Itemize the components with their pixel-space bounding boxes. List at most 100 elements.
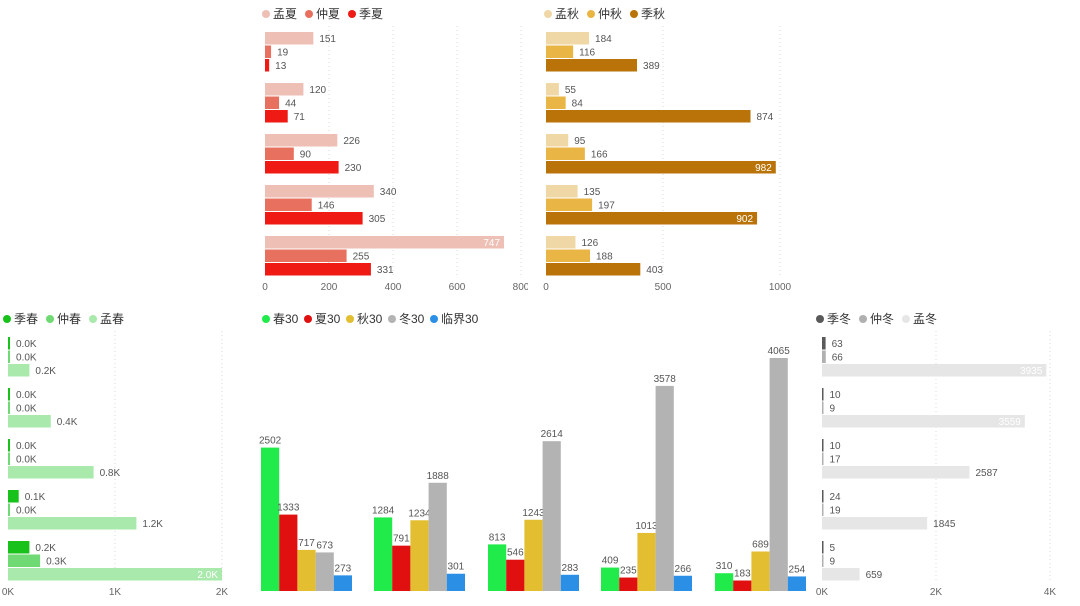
bar-winter-0-1 (822, 388, 824, 401)
bar-summer-1-2 (265, 147, 294, 160)
legend-swatch-winter-2 (902, 315, 910, 323)
data-label-summer-2-1: 71 (294, 112, 306, 123)
bar-winter-2-3 (822, 517, 928, 530)
bar-winter-0-2 (822, 439, 824, 452)
x-tick-label-summer-0: 0 (262, 282, 268, 293)
data-label-thirty-1-0: 1333 (277, 503, 300, 514)
x-tick-label-spring-2: 2K (216, 587, 229, 598)
data-label-summer-0-0: 151 (319, 34, 336, 45)
legend-swatch-winter-0 (816, 315, 824, 323)
data-label-spring-1-2: 0.0K (16, 454, 37, 465)
bar-spring-1-2 (8, 452, 10, 465)
legend-swatch-thirty-3 (388, 315, 396, 323)
bar-winter-2-4 (822, 568, 860, 581)
data-label-autumn-2-4: 403 (646, 265, 663, 276)
bar-spring-2-1 (8, 415, 51, 428)
bar-winter-2-2 (822, 466, 970, 479)
data-label-autumn-1-0: 116 (579, 47, 595, 58)
data-label-spring-0-2: 0.0K (16, 441, 37, 452)
bar-thirty-4-1 (446, 573, 465, 591)
legend-swatch-summer-2 (348, 10, 356, 18)
bar-winter-0-4 (822, 541, 824, 554)
chart-thirty: 春30 夏30 秋30 冬30 临界30 2502 1333 717 673 273 1284 791… (259, 311, 806, 591)
bar-thirty-3-2 (542, 441, 561, 591)
bar-thirty-4-4 (787, 576, 806, 591)
bar-autumn-1-3 (546, 198, 593, 211)
bar-spring-1-0 (8, 350, 10, 363)
data-label-summer-0-2: 226 (343, 136, 360, 147)
bar-autumn-2-4 (546, 263, 641, 276)
legend-swatch-summer-0 (262, 10, 270, 18)
data-label-winter-2-3: 1845 (933, 519, 956, 530)
bar-spring-0-3 (8, 490, 19, 503)
data-label-thirty-3-4: 4065 (768, 346, 791, 357)
bar-summer-2-1 (265, 110, 288, 123)
bar-winter-1-3 (822, 503, 824, 516)
data-label-winter-1-2: 17 (830, 454, 842, 465)
data-label-thirty-0-4: 310 (716, 561, 733, 572)
bar-spring-0-1 (8, 388, 10, 401)
data-label-spring-1-0: 0.0K (16, 352, 37, 363)
bar-winter-2-0 (822, 364, 1047, 377)
bar-autumn-2-1 (546, 110, 751, 123)
bar-spring-2-3 (8, 517, 137, 530)
data-label-autumn-2-0: 389 (643, 61, 660, 72)
bar-spring-1-1 (8, 401, 10, 414)
data-label-autumn-1-3: 197 (598, 200, 615, 211)
data-label-spring-2-2: 0.8K (100, 468, 121, 479)
data-label-autumn-2-2: 982 (755, 163, 772, 174)
legend-label-summer-1: 仲夏 (316, 7, 340, 21)
bar-spring-2-4 (8, 568, 222, 581)
x-tick-label-spring-0: 0K (2, 587, 15, 598)
legend-swatch-autumn-0 (544, 10, 552, 18)
legend-label-spring-0: 季春 (14, 312, 38, 326)
legend-label-winter-0: 季冬 (827, 311, 851, 326)
legend-label-autumn-1: 仲秋 (598, 7, 622, 21)
data-label-spring-2-0: 0.2K (35, 366, 56, 377)
legend-label-thirty-0: 春30 (273, 312, 299, 326)
bar-summer-1-0 (265, 45, 272, 58)
data-label-thirty-2-3: 1013 (635, 521, 658, 532)
bar-thirty-1-1 (392, 545, 411, 591)
data-label-winter-2-2: 2587 (975, 468, 998, 479)
legend-swatch-thirty-0 (262, 315, 270, 323)
x-tick-label-spring-1: 1K (109, 587, 122, 598)
bar-winter-1-4 (822, 554, 824, 567)
bar-summer-1-3 (265, 198, 312, 211)
data-label-thirty-0-1: 1284 (372, 505, 395, 516)
data-label-spring-1-1: 0.0K (16, 403, 37, 414)
data-label-thirty-0-0: 2502 (259, 436, 282, 447)
legend-label-thirty-1: 夏30 (315, 312, 341, 326)
bar-summer-0-3 (265, 185, 374, 198)
bar-spring-0-2 (8, 439, 10, 452)
data-label-winter-1-0: 66 (832, 352, 844, 363)
legend-swatch-autumn-1 (587, 10, 595, 18)
bar-summer-1-4 (265, 249, 347, 262)
bar-thirty-3-4 (769, 358, 788, 591)
bar-thirty-2-4 (751, 551, 770, 591)
legend-label-spring-2: 孟春 (100, 312, 124, 326)
data-label-winter-1-3: 19 (830, 505, 842, 516)
x-tick-label-autumn-0: 0 (543, 282, 549, 293)
bar-winter-0-3 (822, 490, 824, 503)
data-label-summer-2-2: 230 (345, 163, 362, 174)
bar-autumn-0-4 (546, 236, 576, 249)
bar-autumn-1-0 (546, 45, 574, 58)
data-label-thirty-4-3: 266 (675, 564, 692, 575)
data-label-summer-1-4: 255 (353, 251, 370, 262)
data-label-thirty-1-2: 546 (507, 548, 524, 559)
x-tick-label-winter-0: 0K (816, 587, 829, 598)
data-label-winter-2-4: 659 (866, 570, 883, 581)
data-label-summer-1-1: 44 (285, 98, 297, 109)
legend-swatch-thirty-2 (346, 315, 354, 323)
data-label-autumn-0-1: 55 (565, 85, 577, 96)
bar-spring-2-2 (8, 466, 94, 479)
x-tick-label-autumn-1: 500 (655, 282, 672, 293)
bar-thirty-1-2 (506, 559, 525, 591)
x-tick-label-winter-2: 4K (1044, 587, 1057, 598)
bar-thirty-2-1 (410, 520, 429, 591)
bar-summer-0-4 (265, 236, 505, 249)
bar-autumn-0-0 (546, 32, 590, 45)
bar-summer-1-1 (265, 96, 280, 109)
